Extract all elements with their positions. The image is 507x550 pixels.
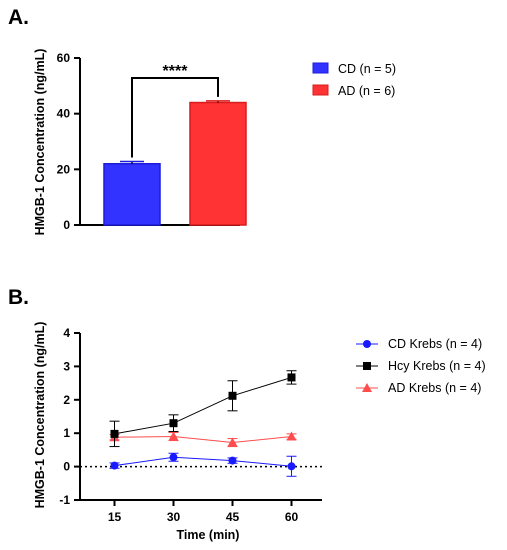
- bar-chart-y-ticks: 0 20 40 60: [57, 51, 80, 232]
- square-marker: [169, 419, 178, 428]
- circle-marker: [363, 340, 371, 348]
- y-tick-label: -1: [59, 493, 70, 507]
- legend-label: AD (n = 6): [338, 84, 395, 98]
- square-marker: [110, 429, 119, 438]
- bar-chart-ylabel: HMGB-1 Concentration (ng/mL): [33, 49, 47, 236]
- series: [109, 452, 297, 477]
- y-tick-label: 40: [57, 107, 71, 121]
- legend-label: CD (n = 5): [338, 62, 396, 76]
- series-line: [114, 436, 292, 444]
- y-tick-label: 4: [63, 326, 70, 340]
- line-chart: HMGB-1 Concentration (ng/mL) Time (min) …: [33, 322, 486, 542]
- line-chart-xlabel: Time (min): [177, 528, 240, 542]
- significance-bracket: ****: [131, 63, 219, 158]
- series: [109, 370, 297, 448]
- line-chart-series: [109, 370, 297, 477]
- bar: [189, 101, 247, 226]
- series: [109, 431, 297, 448]
- x-tick-label: 30: [167, 510, 181, 524]
- legend-label: Hcy Krebs (n = 4): [388, 359, 486, 373]
- line-chart-legend: CD Krebs (n = 4) Hcy Krebs (n = 4) AD Kreb…: [356, 337, 486, 395]
- circle-marker: [110, 461, 119, 470]
- circle-marker: [287, 462, 296, 471]
- y-tick-label: 60: [57, 51, 71, 65]
- series-line: [114, 456, 292, 467]
- line-chart-y-ticks: -1 0 1 2 3 4: [59, 326, 80, 507]
- panel-a-letter: A.: [8, 6, 29, 29]
- triangle-marker: [168, 431, 179, 441]
- legend-label: AD Krebs (n = 4): [388, 381, 481, 395]
- x-tick-label: 60: [285, 510, 299, 524]
- square-marker: [363, 362, 371, 370]
- series-line: [114, 376, 292, 435]
- x-tick-label: 15: [108, 510, 122, 524]
- y-tick-label: 1: [63, 426, 70, 440]
- y-tick-label: 0: [63, 460, 70, 474]
- square-marker: [287, 373, 296, 382]
- triangle-marker: [227, 437, 238, 447]
- y-tick-label: 20: [57, 162, 71, 176]
- legend-label: CD Krebs (n = 4): [388, 337, 482, 351]
- legend-swatch: [312, 62, 329, 74]
- bar: [103, 163, 161, 226]
- triangle-marker: [286, 431, 297, 441]
- x-tick-label: 45: [226, 510, 240, 524]
- circle-marker: [169, 453, 178, 462]
- legend-swatch: [312, 84, 329, 96]
- bar-chart: HMGB-1 Concentration (ng/mL) 0 20 40 60 ***…: [33, 49, 396, 236]
- panel-b-letter: B.: [8, 286, 29, 309]
- square-marker: [228, 391, 237, 400]
- significance-bracket-line: [131, 77, 219, 158]
- circle-marker: [228, 456, 237, 465]
- line-chart-x-ticks: 15 30 45 60: [108, 500, 299, 524]
- bar-chart-bars: [103, 100, 247, 226]
- line-chart-ylabel: HMGB-1 Concentration (ng/mL): [33, 322, 47, 509]
- y-tick-label: 2: [63, 393, 70, 407]
- y-tick-label: 0: [63, 218, 70, 232]
- triangle-marker: [362, 383, 372, 392]
- bar-chart-legend: CD (n = 5) AD (n = 6): [312, 62, 396, 98]
- significance-stars: ****: [163, 63, 189, 80]
- y-tick-label: 3: [63, 359, 70, 373]
